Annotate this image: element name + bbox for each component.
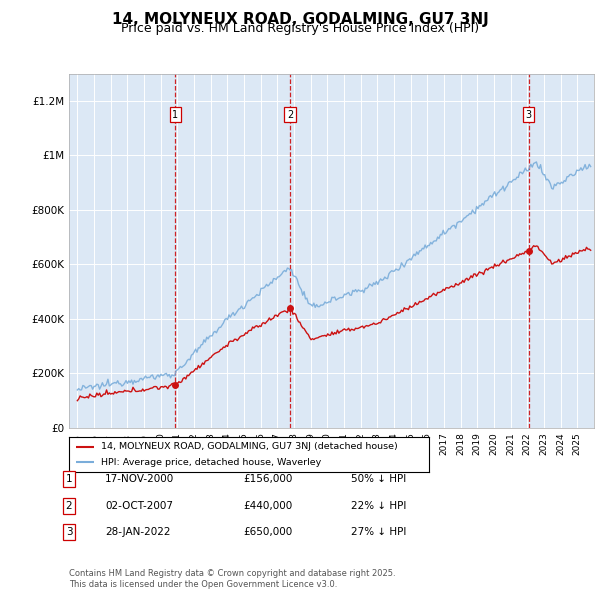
Text: 14, MOLYNEUX ROAD, GODALMING, GU7 3NJ: 14, MOLYNEUX ROAD, GODALMING, GU7 3NJ xyxy=(112,12,488,27)
Text: 3: 3 xyxy=(526,110,532,120)
Text: £650,000: £650,000 xyxy=(243,527,292,537)
Text: 2: 2 xyxy=(287,110,293,120)
Text: 27% ↓ HPI: 27% ↓ HPI xyxy=(351,527,406,537)
Text: 1: 1 xyxy=(172,110,178,120)
Text: 1: 1 xyxy=(65,474,73,484)
Text: £440,000: £440,000 xyxy=(243,501,292,510)
Text: 22% ↓ HPI: 22% ↓ HPI xyxy=(351,501,406,510)
Text: 50% ↓ HPI: 50% ↓ HPI xyxy=(351,474,406,484)
Text: 3: 3 xyxy=(65,527,73,537)
Text: 28-JAN-2022: 28-JAN-2022 xyxy=(105,527,170,537)
Text: HPI: Average price, detached house, Waverley: HPI: Average price, detached house, Wave… xyxy=(101,458,322,467)
Text: Contains HM Land Registry data © Crown copyright and database right 2025.
This d: Contains HM Land Registry data © Crown c… xyxy=(69,569,395,589)
Text: 14, MOLYNEUX ROAD, GODALMING, GU7 3NJ (detached house): 14, MOLYNEUX ROAD, GODALMING, GU7 3NJ (d… xyxy=(101,442,398,451)
Text: 2: 2 xyxy=(65,501,73,510)
Text: 02-OCT-2007: 02-OCT-2007 xyxy=(105,501,173,510)
Text: 17-NOV-2000: 17-NOV-2000 xyxy=(105,474,174,484)
Text: £156,000: £156,000 xyxy=(243,474,292,484)
Text: Price paid vs. HM Land Registry's House Price Index (HPI): Price paid vs. HM Land Registry's House … xyxy=(121,22,479,35)
